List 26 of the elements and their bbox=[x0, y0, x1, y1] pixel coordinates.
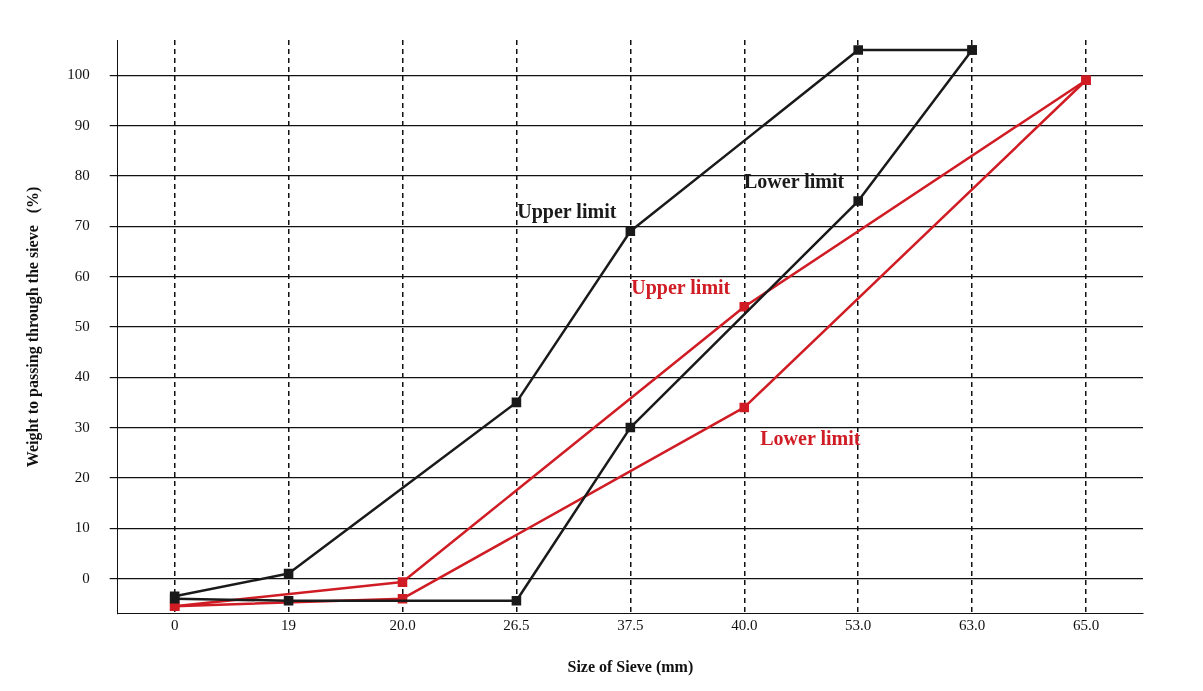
x-tick-label: 40.0 bbox=[731, 616, 758, 633]
series-label: Upper limit bbox=[517, 200, 617, 224]
y-tick-label: 20 bbox=[74, 468, 90, 485]
x-tick-label: 37.5 bbox=[617, 616, 644, 633]
x-tick-label: 53.0 bbox=[845, 616, 872, 633]
x-tick-label: 26.5 bbox=[503, 616, 530, 633]
x-axis-title: Size of Sieve (mm) bbox=[567, 657, 694, 676]
x-tick-label: 65.0 bbox=[1072, 616, 1100, 633]
x-tick-label: 63.0 bbox=[958, 616, 986, 633]
y-axis-title: Weight to passing through the sieve (%) bbox=[23, 186, 42, 468]
y-tick-label: 30 bbox=[74, 418, 90, 435]
y-tick-label: 70 bbox=[74, 217, 90, 234]
x-tick-label: 20.0 bbox=[389, 616, 416, 633]
y-tick-label: 40 bbox=[74, 368, 90, 385]
series-label: Lower limit bbox=[760, 426, 861, 449]
series-label: Lower limit bbox=[744, 170, 845, 193]
x-tick-label: 0 bbox=[170, 616, 179, 633]
y-tick-label: 60 bbox=[74, 267, 90, 284]
x-tick-label: 19 bbox=[281, 616, 297, 633]
y-tick-label: 10 bbox=[74, 519, 90, 536]
y-tick-label: 80 bbox=[74, 166, 90, 183]
series-label: Upper limit bbox=[631, 275, 731, 299]
y-tick-label: 50 bbox=[74, 317, 90, 334]
y-tick-label: 100 bbox=[67, 66, 90, 83]
y-tick-label: 0 bbox=[82, 569, 90, 586]
y-tick-label: 90 bbox=[74, 116, 90, 133]
